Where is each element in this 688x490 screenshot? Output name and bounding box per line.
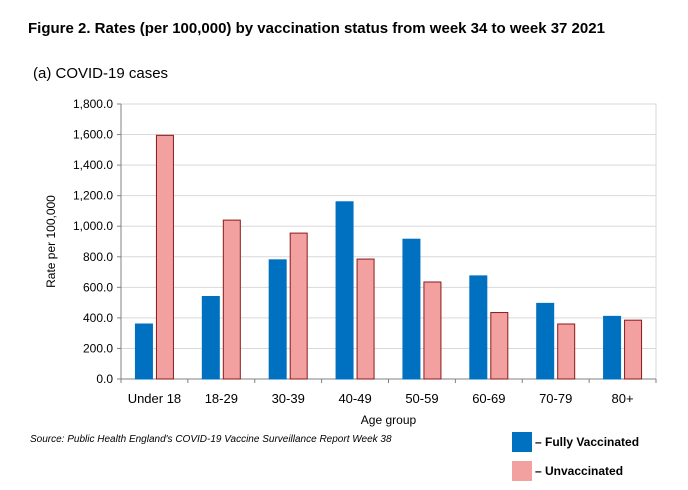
x-tick-label: Under 18 bbox=[128, 391, 181, 406]
bar-fully-vaccinated bbox=[268, 259, 287, 380]
y-tick-label: 1,800.0 bbox=[73, 97, 113, 111]
y-tick-label: 1,400.0 bbox=[73, 158, 113, 172]
chart-subtitle: (a) COVID-19 cases bbox=[33, 65, 169, 82]
figure-title: Figure 2. Rates (per 100,000) by vaccina… bbox=[28, 20, 605, 37]
x-tick-label: 50-59 bbox=[405, 391, 438, 406]
y-tick-label: 0.0 bbox=[96, 372, 113, 386]
y-tick-label: 800.0 bbox=[83, 250, 113, 264]
legend-swatch-fully-vaccinated bbox=[512, 432, 532, 452]
bar-unvaccinated bbox=[490, 312, 509, 380]
legend-item-unvaccinated: – Unvaccinated bbox=[512, 461, 639, 481]
bar-fully-vaccinated bbox=[536, 302, 555, 380]
x-tick-label: 18-29 bbox=[205, 391, 238, 406]
x-tick-label: 60-69 bbox=[472, 391, 505, 406]
bar-unvaccinated bbox=[624, 319, 643, 380]
bar-unvaccinated bbox=[557, 323, 576, 380]
legend-item-fully-vaccinated: – Fully Vaccinated bbox=[512, 432, 639, 452]
bar-unvaccinated bbox=[289, 232, 308, 380]
y-axis-title: Rate per 100,000 bbox=[44, 195, 58, 288]
x-tick-label: 40-49 bbox=[338, 391, 371, 406]
x-tick-label: 80+ bbox=[612, 391, 634, 406]
bar-fully-vaccinated bbox=[469, 275, 488, 380]
legend: – Fully Vaccinated – Unvaccinated bbox=[512, 432, 639, 490]
bar-fully-vaccinated bbox=[335, 201, 354, 380]
y-tick-label: 1,200.0 bbox=[73, 189, 113, 203]
legend-label-fully-vaccinated: – Fully Vaccinated bbox=[535, 435, 640, 449]
x-tick-label: 30-39 bbox=[272, 391, 305, 406]
x-axis-title: Age group bbox=[361, 413, 417, 427]
bar-fully-vaccinated bbox=[134, 323, 153, 380]
y-tick-label: 600.0 bbox=[83, 280, 113, 294]
y-tick-label: 200.0 bbox=[83, 341, 113, 355]
bar-unvaccinated bbox=[155, 134, 174, 380]
bar-unvaccinated bbox=[222, 219, 241, 380]
plot-area bbox=[120, 103, 657, 380]
x-tick-label: 70-79 bbox=[539, 391, 572, 406]
y-tick-label: 1,000.0 bbox=[73, 219, 113, 233]
bar-unvaccinated bbox=[356, 258, 375, 380]
bar-unvaccinated bbox=[423, 281, 442, 380]
bar-fully-vaccinated bbox=[603, 315, 622, 380]
legend-swatch-unvaccinated bbox=[512, 461, 532, 481]
bar-chart: 0.0 200.0 400.0 600.0 800.0 1,000.0 1,200.0 1,4… bbox=[44, 97, 657, 427]
y-tick-label: 1,600.0 bbox=[73, 128, 113, 142]
source-note: Source: Public Health England's COVID-19… bbox=[30, 434, 392, 445]
bar-fully-vaccinated bbox=[402, 238, 421, 380]
bar-fully-vaccinated bbox=[201, 296, 220, 380]
y-tick-label: 400.0 bbox=[83, 311, 113, 325]
legend-label-unvaccinated: – Unvaccinated bbox=[535, 464, 624, 478]
